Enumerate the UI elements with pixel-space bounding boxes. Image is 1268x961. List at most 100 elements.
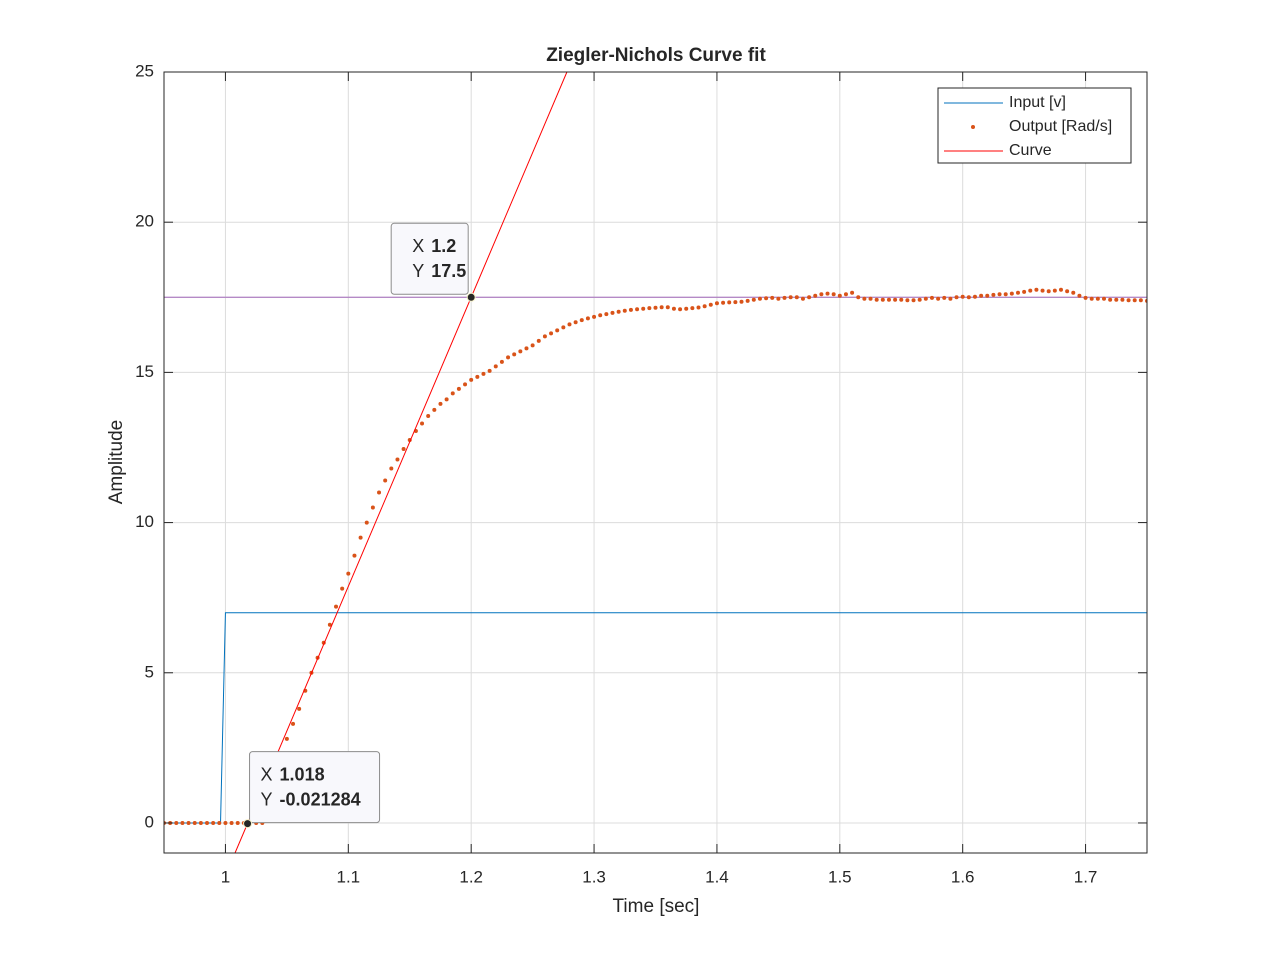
data-point [782, 295, 787, 300]
data-point [770, 295, 775, 300]
data-point [1034, 287, 1039, 292]
data-point [997, 292, 1002, 297]
data-point [991, 292, 996, 297]
legend-box [937, 87, 1132, 164]
data-point [653, 305, 658, 310]
datatip-box [249, 751, 381, 824]
data-point [622, 308, 627, 313]
data-point [463, 382, 468, 387]
data-point [868, 296, 873, 301]
y-tick-label: 10 [135, 512, 154, 531]
data-point [1132, 298, 1137, 303]
data-point [579, 318, 584, 323]
data-point [377, 490, 382, 495]
data-point [592, 314, 597, 319]
datatip-marker [243, 819, 253, 829]
data-point [819, 292, 824, 297]
data-point [217, 820, 222, 825]
y-tick-label: 20 [135, 212, 154, 231]
data-point [800, 296, 805, 301]
data-point [708, 302, 713, 307]
data-point [420, 421, 425, 426]
x-axis-label: Time [sec] [613, 896, 700, 917]
data-point [905, 298, 910, 303]
data-point [936, 296, 941, 301]
data-point [229, 820, 234, 825]
data-point [911, 298, 916, 303]
data-point [966, 295, 971, 300]
data-point [665, 305, 670, 310]
data-point [1058, 287, 1063, 292]
data-point [469, 377, 474, 382]
data-point [1089, 296, 1094, 301]
x-tick-label: 1.2 [459, 867, 483, 886]
datatip-value: 1.2 [431, 236, 456, 256]
data-point [506, 355, 511, 360]
data-point [561, 325, 566, 330]
data-point [751, 297, 756, 302]
data-layer [164, 72, 1147, 853]
data-point [671, 306, 676, 311]
data-point [1101, 296, 1106, 301]
data-point [542, 334, 547, 339]
data-point [291, 721, 296, 726]
data-point [684, 306, 689, 311]
data-point [598, 313, 603, 318]
ticks: 1 1.1 1.2 1.3 1.4 1.5 1.6 1.7 0 5 10 15 20 25 [135, 61, 1147, 886]
data-point [205, 820, 210, 825]
data-point [1040, 288, 1045, 293]
data-point [813, 293, 818, 298]
data-point [364, 520, 369, 525]
legend: Input [v] Output [Rad/s] Curve [937, 87, 1132, 164]
datatip-box [390, 222, 469, 295]
data-point [628, 307, 633, 312]
data-point [616, 309, 621, 314]
data-point [893, 297, 898, 302]
x-tick-label: 1 [221, 867, 230, 886]
x-tick-label: 1.6 [951, 867, 975, 886]
data-point [346, 571, 351, 576]
data-point [1095, 296, 1100, 301]
data-point [899, 297, 904, 302]
data-point [733, 300, 738, 305]
data-point [610, 310, 615, 315]
data-point [604, 312, 609, 317]
data-point [696, 305, 701, 310]
data-point [985, 293, 990, 298]
data-point [192, 820, 197, 825]
y-axis-label: Amplitude [106, 420, 127, 505]
datatip-value: 17.5 [431, 261, 466, 281]
data-point [1046, 289, 1051, 294]
data-point [874, 297, 879, 302]
y-tick-label: 25 [135, 61, 154, 80]
data-point [794, 295, 799, 300]
data-point [843, 292, 848, 297]
data-point [1077, 293, 1082, 298]
data-point [389, 466, 394, 471]
data-point [567, 322, 572, 327]
y-tick-label: 5 [145, 662, 154, 681]
legend-swatch [971, 125, 975, 129]
data-point [979, 293, 984, 298]
data-point [929, 295, 934, 300]
data-point [456, 386, 461, 391]
data-point [1108, 297, 1113, 302]
data-point [960, 294, 965, 299]
y-tick-label: 0 [145, 812, 154, 831]
data-point [450, 391, 455, 396]
data-point [512, 352, 517, 357]
data-line [164, 612, 1147, 824]
data-point [432, 407, 437, 412]
data-point [659, 305, 664, 310]
data-point [776, 296, 781, 301]
data-point [174, 820, 179, 825]
data-point [678, 307, 683, 312]
data-point [487, 368, 492, 373]
data-point [739, 299, 744, 304]
data-point [831, 292, 836, 297]
data-point [401, 446, 406, 451]
datatip-key: X [261, 764, 273, 784]
data-point [880, 297, 885, 302]
data-point [862, 296, 867, 301]
data-point [555, 328, 560, 333]
